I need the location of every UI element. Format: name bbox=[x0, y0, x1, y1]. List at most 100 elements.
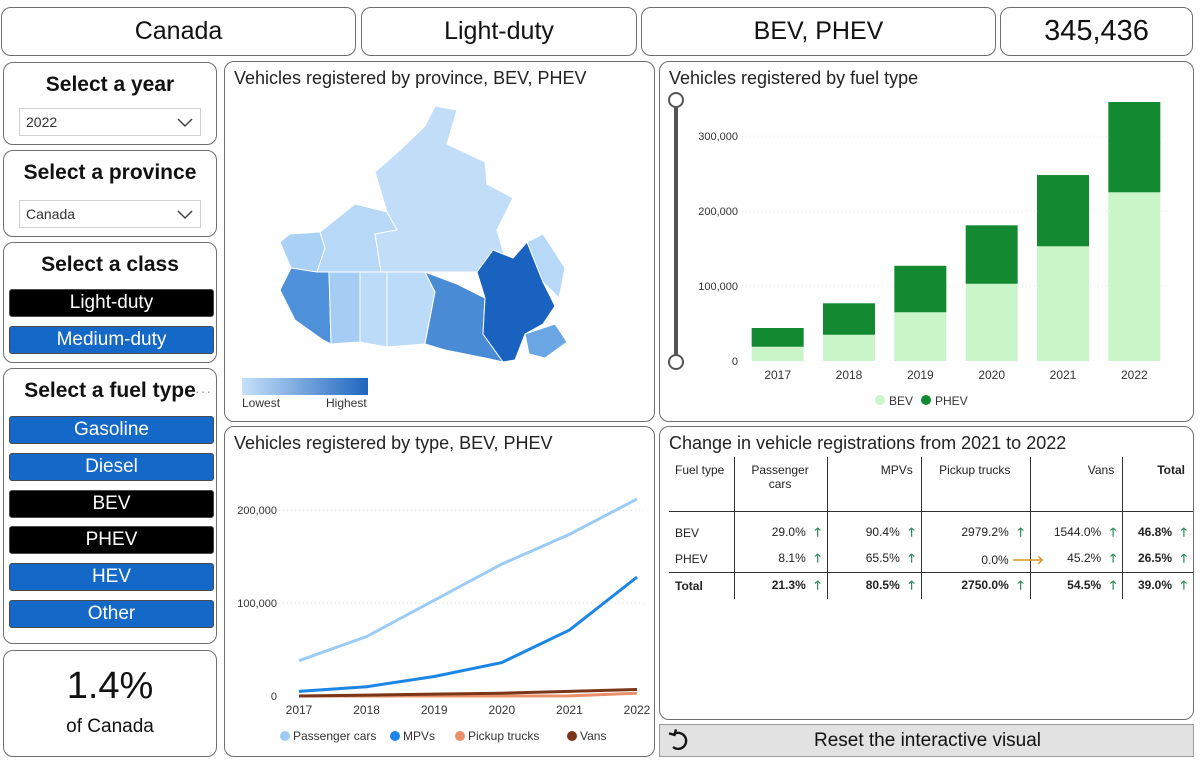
canada-map bbox=[242, 105, 568, 395]
map-legend-high: Highest bbox=[326, 396, 367, 410]
province-slicer: Select a province Canada bbox=[3, 150, 217, 237]
x-tick-label: 2020 bbox=[488, 703, 515, 717]
range-slider-handle-bottom[interactable] bbox=[668, 354, 684, 370]
type-chart-title: Vehicles registered by type, BEV, PHEV bbox=[234, 433, 553, 453]
legend-marker-passenger-cars bbox=[280, 731, 290, 741]
range-slider-handle-top[interactable] bbox=[668, 92, 684, 108]
fuel-option-phev[interactable]: PHEV bbox=[9, 526, 214, 554]
year-dropdown-value: 2022 bbox=[26, 114, 58, 130]
table-cell: 39.0% 🡑 bbox=[1122, 572, 1193, 599]
bar-bev-2018 bbox=[823, 334, 875, 361]
table-cell: 0.0% 🡒 bbox=[920, 546, 1044, 573]
arrow-up-icon: 🡑 bbox=[1180, 550, 1187, 565]
table-row: BEV 29.0% 🡑 90.4% 🡑 2979.2% 🡑 1544.0% 🡑 46.8… bbox=[669, 511, 1193, 546]
legend-marker-mpvs bbox=[390, 731, 400, 741]
legend-marker-bev bbox=[875, 395, 885, 405]
col-header-pickup-trucks[interactable]: Pickup trucks bbox=[920, 457, 1031, 512]
legend-label-phev: PHEV bbox=[935, 394, 968, 408]
class-slicer-title: Select a class bbox=[41, 253, 179, 276]
map-panel: Vehicles registered by province, BEV, PH… bbox=[224, 61, 655, 422]
arrow-up-icon: 🡑 bbox=[908, 524, 915, 539]
bar-phev-2019 bbox=[894, 265, 947, 313]
bar-phev-2020 bbox=[965, 225, 1018, 284]
line-mpvs bbox=[298, 575, 638, 693]
row-label: Total bbox=[669, 572, 735, 599]
legend-label-mpvs: MPVs bbox=[403, 729, 435, 743]
map-legend-low: Lowest bbox=[242, 396, 281, 410]
legend-marker-pickup-trucks bbox=[455, 731, 465, 741]
table-row-total: Total 21.3% 🡑 80.5% 🡑 2750.0% 🡑 54.5% 🡑 39.0… bbox=[669, 572, 1193, 599]
year-slicer-title: Select a year bbox=[45, 73, 175, 96]
type-chart-panel: Vehicles registered by type, BEV, PHEV 0… bbox=[224, 426, 655, 757]
legend-marker-vans bbox=[567, 731, 577, 741]
fuel-option-hev[interactable]: HEV bbox=[9, 563, 214, 591]
fuel-option-bev[interactable]: BEV bbox=[9, 490, 214, 518]
legend-label-passenger-cars: Passenger cars bbox=[293, 729, 376, 743]
arrow-up-icon: 🡑 bbox=[1109, 550, 1117, 565]
table-cell: 46.8% 🡑 bbox=[1122, 511, 1193, 546]
col-header-passenger-cars[interactable]: Passenger cars bbox=[734, 457, 828, 512]
fuel-option-gasoline[interactable]: Gasoline bbox=[9, 416, 214, 444]
fuel-option-other[interactable]: Other bbox=[9, 600, 214, 628]
col-header-total[interactable]: Total bbox=[1122, 457, 1193, 512]
more-options-icon[interactable]: ··· bbox=[195, 383, 212, 399]
map-panel-title: Vehicles registered by province, BEV, PH… bbox=[234, 68, 587, 88]
class-option-medium-duty[interactable]: Medium-duty bbox=[9, 326, 214, 354]
x-tick-label: 2017 bbox=[286, 703, 313, 717]
table-cell: 45.2% 🡑 bbox=[1029, 546, 1123, 573]
share-label: of Canada bbox=[66, 716, 154, 737]
fuel-chart-title: Vehicles registered by fuel type bbox=[669, 68, 919, 88]
col-header-mpvs[interactable]: MPVs bbox=[826, 457, 922, 512]
header-class: Light-duty bbox=[361, 7, 637, 56]
arrow-up-icon: 🡑 bbox=[814, 550, 821, 565]
province-dropdown[interactable]: Canada bbox=[19, 200, 201, 228]
province-slicer-title: Select a province bbox=[23, 161, 197, 184]
fuel-slicer: Select a fuel type ··· Gasoline Diesel B… bbox=[3, 368, 217, 644]
year-dropdown[interactable]: 2022 bbox=[19, 108, 201, 136]
legend-marker-phev bbox=[921, 395, 931, 405]
col-header-vans[interactable]: Vans bbox=[1029, 457, 1123, 512]
y-tick-label: 300,000 bbox=[698, 131, 738, 143]
x-tick-label: 2018 bbox=[836, 368, 863, 382]
line-vans bbox=[298, 687, 638, 698]
arrow-up-icon: 🡑 bbox=[908, 550, 915, 565]
change-table-title: Change in vehicle registrations from 202… bbox=[669, 433, 1067, 453]
map-region-newfoundland-labrador bbox=[526, 233, 566, 299]
bar-bev-2021 bbox=[1037, 246, 1089, 361]
year-slicer: Select a year 2022 bbox=[3, 62, 217, 145]
x-tick-label: 2018 bbox=[353, 703, 380, 717]
arrow-up-icon: 🡑 bbox=[1180, 577, 1187, 592]
reset-button-label: Reset the interactive visual bbox=[813, 729, 1042, 751]
header-fuel-text: BEV, PHEV bbox=[753, 17, 884, 45]
header-region-text: Canada bbox=[134, 17, 223, 45]
y-tick-label: 0 bbox=[732, 356, 738, 368]
chevron-down-icon bbox=[177, 210, 193, 220]
table-cell: 90.4% 🡑 bbox=[826, 511, 922, 546]
x-tick-label: 2019 bbox=[907, 368, 934, 382]
map-legend-gradient bbox=[242, 378, 368, 395]
reset-button[interactable]: Reset the interactive visual bbox=[659, 724, 1194, 757]
header-total-text: 345,436 bbox=[1044, 15, 1149, 47]
map-region-nunavut bbox=[374, 105, 514, 273]
header-region: Canada bbox=[1, 7, 356, 56]
arrow-up-icon: 🡑 bbox=[1109, 577, 1117, 592]
x-tick-label: 2022 bbox=[1121, 368, 1148, 382]
fuel-option-diesel[interactable]: Diesel bbox=[9, 453, 214, 481]
bar-bev-2020 bbox=[965, 283, 1018, 361]
map-region-maritimes bbox=[524, 323, 568, 359]
chevron-down-icon bbox=[177, 118, 193, 128]
legend-label-pickup-trucks: Pickup trucks bbox=[468, 729, 539, 743]
line-passenger-cars bbox=[298, 497, 638, 663]
table-cell: 29.0% 🡑 bbox=[734, 511, 828, 546]
arrow-up-icon: 🡑 bbox=[1180, 524, 1187, 539]
arrow-right-icon: 🡒 bbox=[1011, 552, 1044, 567]
class-slicer: Select a class Light-duty Medium-duty bbox=[3, 242, 217, 363]
table-cell: 65.5% 🡑 bbox=[826, 546, 922, 573]
y-tick-label: 200,000 bbox=[698, 206, 738, 218]
map-region-saskatchewan bbox=[359, 271, 388, 348]
col-header-fuel-type[interactable]: Fuel type bbox=[669, 457, 735, 512]
fuel-chart-panel: Vehicles registered by fuel type 0 100,00… bbox=[659, 61, 1194, 422]
class-option-light-duty[interactable]: Light-duty bbox=[9, 289, 214, 317]
bar-phev-2017 bbox=[751, 328, 804, 347]
map-region-alberta bbox=[328, 271, 361, 345]
